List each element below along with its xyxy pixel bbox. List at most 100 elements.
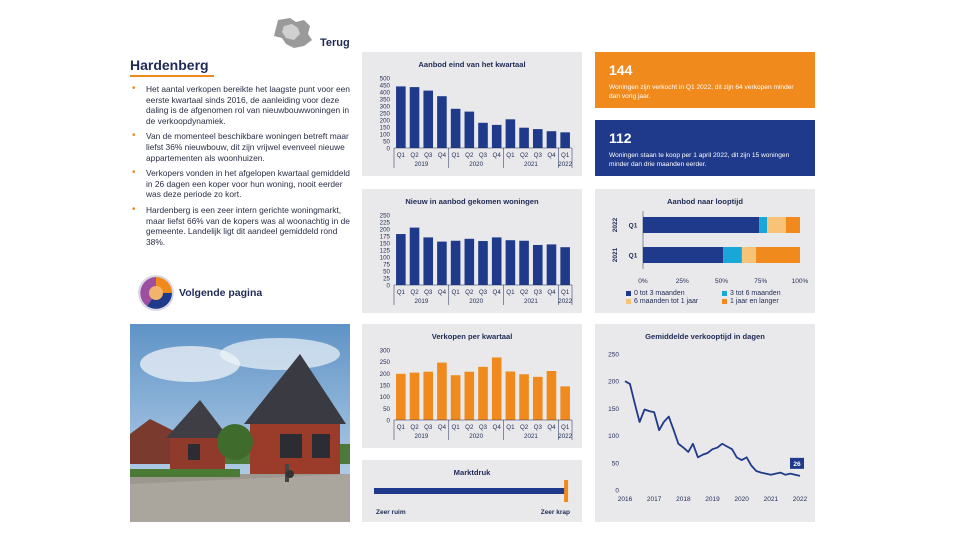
bar [546, 244, 557, 285]
y-tick-label: 300 [380, 348, 391, 355]
back-link[interactable]: Terug [320, 37, 350, 49]
x-tick-label: Q3 [534, 424, 543, 431]
bar [423, 90, 434, 148]
y-tick-label: 200 [380, 118, 391, 125]
bar [396, 86, 406, 148]
bar-segment [723, 247, 742, 263]
y-tick-label: 0 [387, 146, 391, 153]
x-tick-label: 100% [792, 278, 809, 285]
bar-segment [756, 247, 800, 263]
year-label: 2021 [524, 298, 538, 305]
chart-panel-verkooptijd: Gemiddelde verkooptijd in dagen 0 50 100 15… [595, 324, 815, 522]
bar [491, 357, 502, 420]
year-label: 2021 [612, 247, 619, 262]
line-chart-verkooptijd: 0 50 100 150 200 250 2016 2017 2018 2019 2020 2021 2… [608, 352, 807, 504]
bar [396, 234, 406, 285]
bar [396, 373, 406, 420]
y-tick-label: 75 [383, 262, 390, 269]
year-label: 2022 [612, 217, 619, 232]
y-tick-label: 0 [387, 283, 391, 290]
quarter-label: Q1 [629, 223, 638, 230]
x-tick-label: Q4 [438, 424, 447, 431]
bar [519, 240, 529, 285]
y-tick-label: 25 [383, 276, 390, 283]
bar [450, 240, 461, 285]
chart-title: Verkopen per kwartaal [431, 332, 513, 341]
bar [560, 386, 570, 420]
bar [409, 372, 420, 420]
y-tick-label: 225 [380, 220, 391, 227]
x-tick-label: Q1 [397, 424, 406, 431]
quarter-label: Q1 [629, 253, 638, 260]
bar [409, 227, 420, 285]
bar [423, 371, 434, 420]
bar-segment [643, 247, 724, 263]
y-tick-label: 50 [383, 406, 390, 413]
y-tick-label: 250 [380, 213, 391, 220]
stat-number: 112 [609, 130, 632, 146]
x-tick-label: Q1 [506, 289, 515, 296]
bar [450, 375, 461, 420]
y-tick-label: 400 [380, 90, 391, 97]
y-tick-label: 350 [380, 97, 391, 104]
y-tick-label: 250 [380, 359, 391, 366]
x-tick-label: Q4 [547, 424, 556, 431]
y-tick-label: 50 [612, 460, 620, 467]
pie-chart-icon [138, 275, 174, 311]
bar-segment [759, 217, 768, 233]
y-tick-label: 50 [383, 269, 390, 276]
legend-item: 3 tot 6 maanden [722, 290, 806, 297]
x-tick-label: 25% [676, 278, 689, 285]
y-tick-label: 150 [380, 241, 391, 248]
x-tick-label: Q3 [534, 289, 543, 296]
y-tick-label: 200 [608, 379, 619, 386]
series-line [624, 380, 801, 477]
bullet-item: Verkopers vonden in het afgelopen kwarta… [130, 168, 352, 200]
bar [532, 376, 543, 420]
stat-description: Woningen zijn verkocht in Q1 2022, dit z… [609, 84, 794, 100]
looptijd-legend: 0 tot 3 maanden 3 tot 6 maanden 6 maande… [626, 290, 806, 305]
x-tick-label: Q1 [561, 152, 570, 159]
x-tick-label: Q1 [506, 152, 515, 159]
x-tick-label: Q1 [506, 424, 515, 431]
x-tick-label: Q3 [424, 424, 433, 431]
bar-segment [643, 217, 760, 233]
stat-card-verkocht: 144 Woningen zijn verkocht in Q1 2022, d… [595, 52, 815, 108]
bullet-item: Van de momenteel beschikbare woningen be… [130, 131, 352, 163]
x-tick-label: 2019 [705, 496, 720, 503]
x-tick-label: Q2 [520, 424, 529, 431]
y-tick-label: 200 [380, 227, 391, 234]
next-page-button[interactable]: Volgende pagina [137, 274, 262, 312]
bar [437, 362, 447, 420]
year-label: 2019 [415, 298, 429, 305]
x-tick-label: Q2 [465, 424, 474, 431]
x-tick-label: 75% [754, 278, 767, 285]
y-tick-label: 250 [380, 111, 391, 118]
year-label: 2022 [558, 433, 572, 440]
bullet-item: Hardenberg is een zeer intern gerichte w… [130, 205, 352, 247]
x-tick-label: Q2 [410, 424, 419, 431]
x-tick-label: Q2 [410, 152, 419, 159]
bar [519, 374, 529, 420]
chart-title: Aanbod naar looptijd [667, 197, 743, 206]
y-tick-label: 0 [387, 418, 391, 425]
y-tick-label: 100 [380, 255, 391, 262]
year-label: 2021 [524, 433, 538, 440]
bar [437, 96, 447, 148]
x-tick-label: Q3 [479, 152, 488, 159]
y-tick-label: 50 [383, 139, 390, 146]
title-underline [130, 75, 214, 77]
x-tick-label: Q4 [493, 424, 502, 431]
gauge-right-label: Zeer krap [541, 509, 570, 516]
x-tick-label: 2016 [618, 496, 633, 503]
x-tick-label: 2017 [647, 496, 662, 503]
x-tick-label: Q4 [438, 152, 447, 159]
legend-item: 1 jaar en langer [722, 298, 806, 305]
x-tick-label: 2020 [734, 496, 749, 503]
x-tick-label: Q1 [451, 289, 460, 296]
x-tick-label: Q2 [520, 152, 529, 159]
region-map-icon[interactable] [270, 16, 318, 50]
gauge-marker [564, 480, 569, 502]
bar [519, 127, 529, 148]
